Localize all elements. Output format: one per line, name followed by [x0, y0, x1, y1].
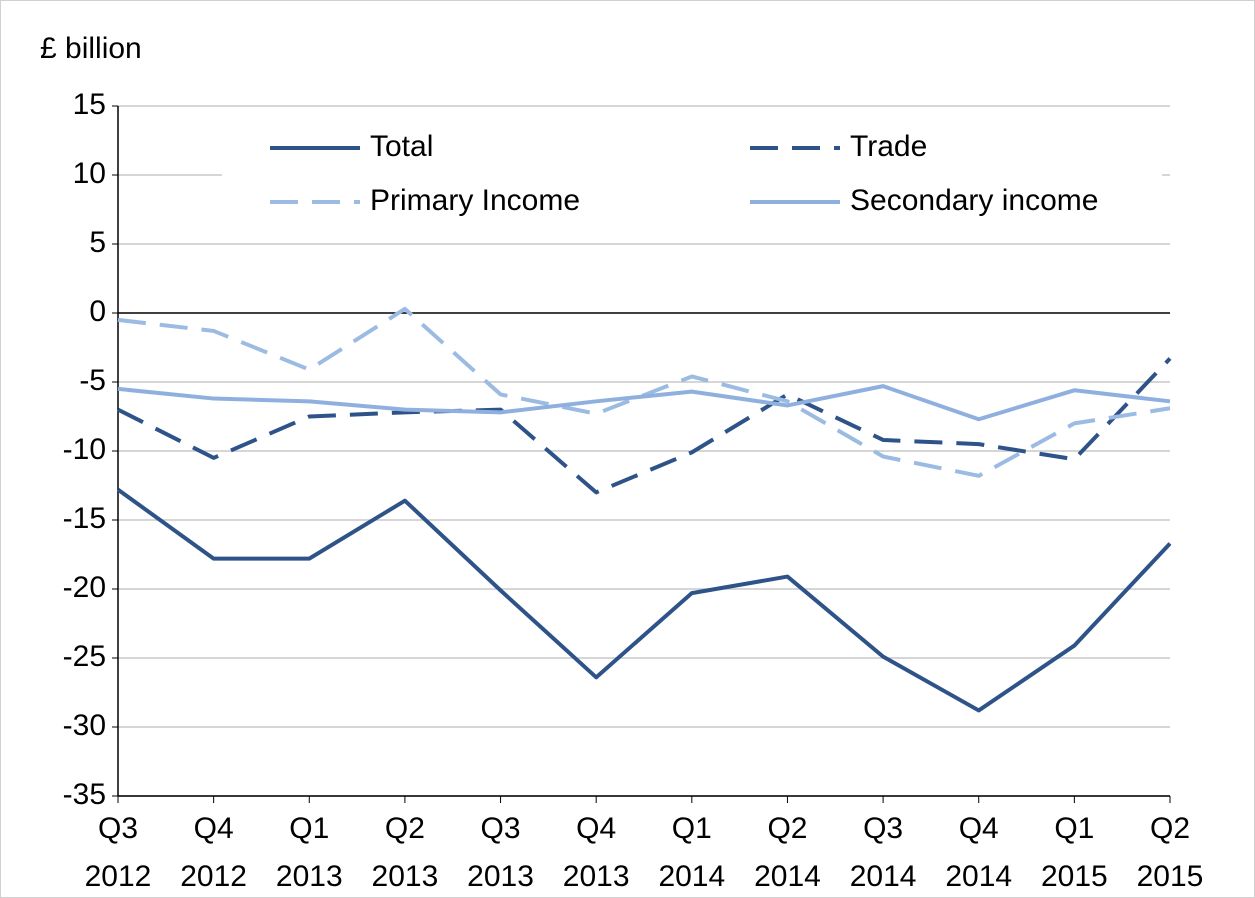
series-line — [117, 357, 1172, 495]
y-tick-label: 0 — [89, 295, 106, 328]
x-tick-label: Q3 2014 — [850, 812, 917, 893]
x-tick-label: Q3 2012 — [85, 812, 152, 893]
legend-label: Trade — [850, 130, 927, 163]
x-tick-label: Q3 2013 — [467, 812, 534, 893]
legend-label: Primary Income — [370, 184, 580, 217]
y-tick-label: -30 — [63, 709, 106, 742]
x-tick-label: Q2 2013 — [372, 812, 439, 893]
y-tick-label: -20 — [63, 571, 106, 604]
x-tick-label: Q2 2015 — [1137, 812, 1204, 893]
x-tick-label: Q1 2015 — [1041, 812, 1108, 893]
x-tick-label: Q1 2013 — [276, 812, 343, 893]
legend-label: Total — [370, 130, 433, 163]
y-axis-label: £ billion — [40, 32, 142, 65]
x-tick-label: Q2 2014 — [754, 812, 821, 893]
y-tick-label: 15 — [73, 88, 106, 121]
x-tick-label: Q4 2014 — [945, 812, 1012, 893]
series-line — [116, 488, 1172, 713]
series-line — [117, 384, 1171, 422]
legend-label: Secondary income — [850, 184, 1098, 217]
y-tick-label: -35 — [63, 778, 106, 811]
legend-box — [222, 122, 1162, 228]
x-tick-label: Q4 2012 — [180, 812, 247, 893]
y-tick-label: 5 — [89, 226, 106, 259]
y-tick-label: 10 — [73, 157, 106, 190]
x-tick-label: Q4 2013 — [563, 812, 630, 893]
y-tick-label: -5 — [79, 364, 106, 397]
y-tick-label: -15 — [63, 502, 106, 535]
y-tick-label: -10 — [63, 433, 106, 466]
x-tick-label: Q1 2014 — [658, 812, 725, 893]
y-tick-label: -25 — [63, 640, 106, 673]
